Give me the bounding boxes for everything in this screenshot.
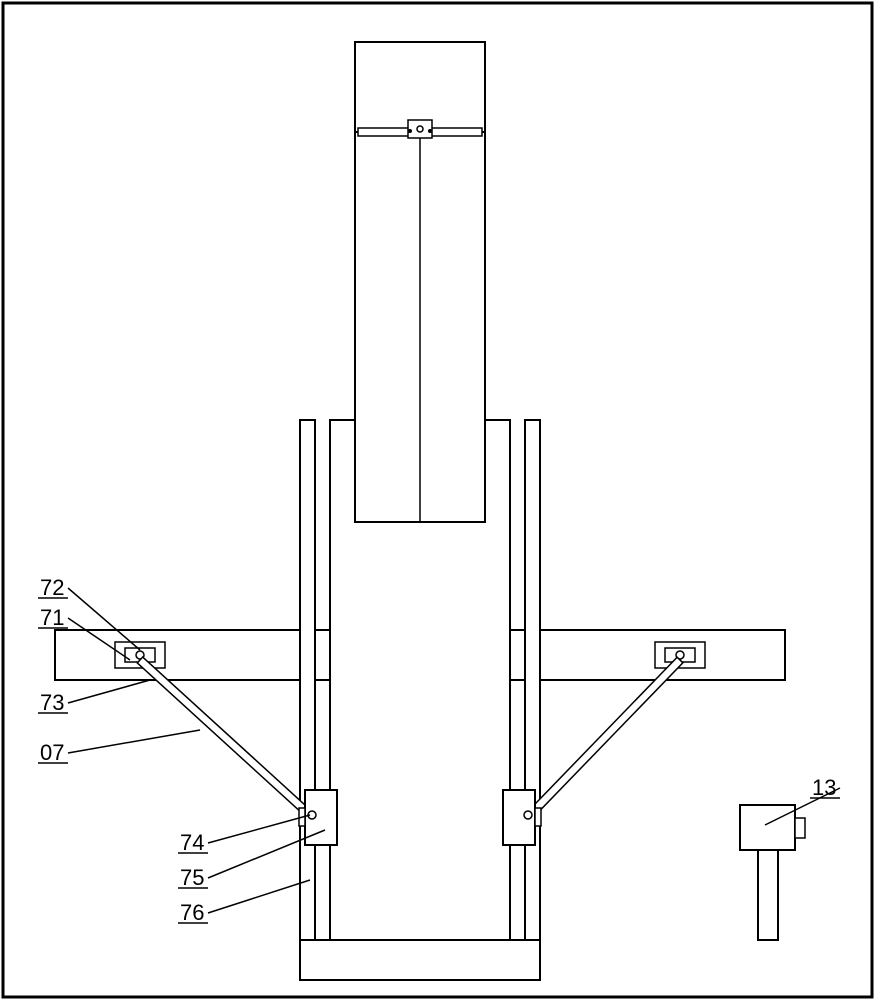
label-13: 13 [812, 775, 836, 800]
leader-76 [208, 880, 310, 913]
label-72: 72 [40, 575, 64, 600]
leader-07 [68, 730, 200, 753]
base-plate [300, 940, 540, 980]
label-75: 75 [180, 865, 204, 890]
top-hinge-dot-r [428, 129, 432, 133]
label-71: 71 [40, 605, 64, 630]
label-73: 73 [40, 690, 64, 715]
side-rail-front-0 [300, 420, 315, 940]
top-hinge-bracket [408, 120, 432, 138]
aux-stem [758, 850, 778, 940]
label-76: 76 [180, 900, 204, 925]
side-rail-front-1 [525, 420, 540, 940]
mechanical-diagram: 72 71 73 07 74 75 76 13 [0, 0, 875, 1000]
strut-1 [527, 657, 683, 818]
cross-arm-right [510, 630, 785, 680]
strut-0 [137, 657, 312, 818]
leader-74 [208, 815, 310, 843]
top-hinge-dot-l [408, 129, 412, 133]
aux-head [740, 805, 795, 850]
label-07: 07 [40, 740, 64, 765]
aux-knob [795, 818, 805, 838]
leader-73 [68, 680, 150, 703]
slider-tab-1 [535, 808, 541, 826]
label-74: 74 [180, 830, 204, 855]
